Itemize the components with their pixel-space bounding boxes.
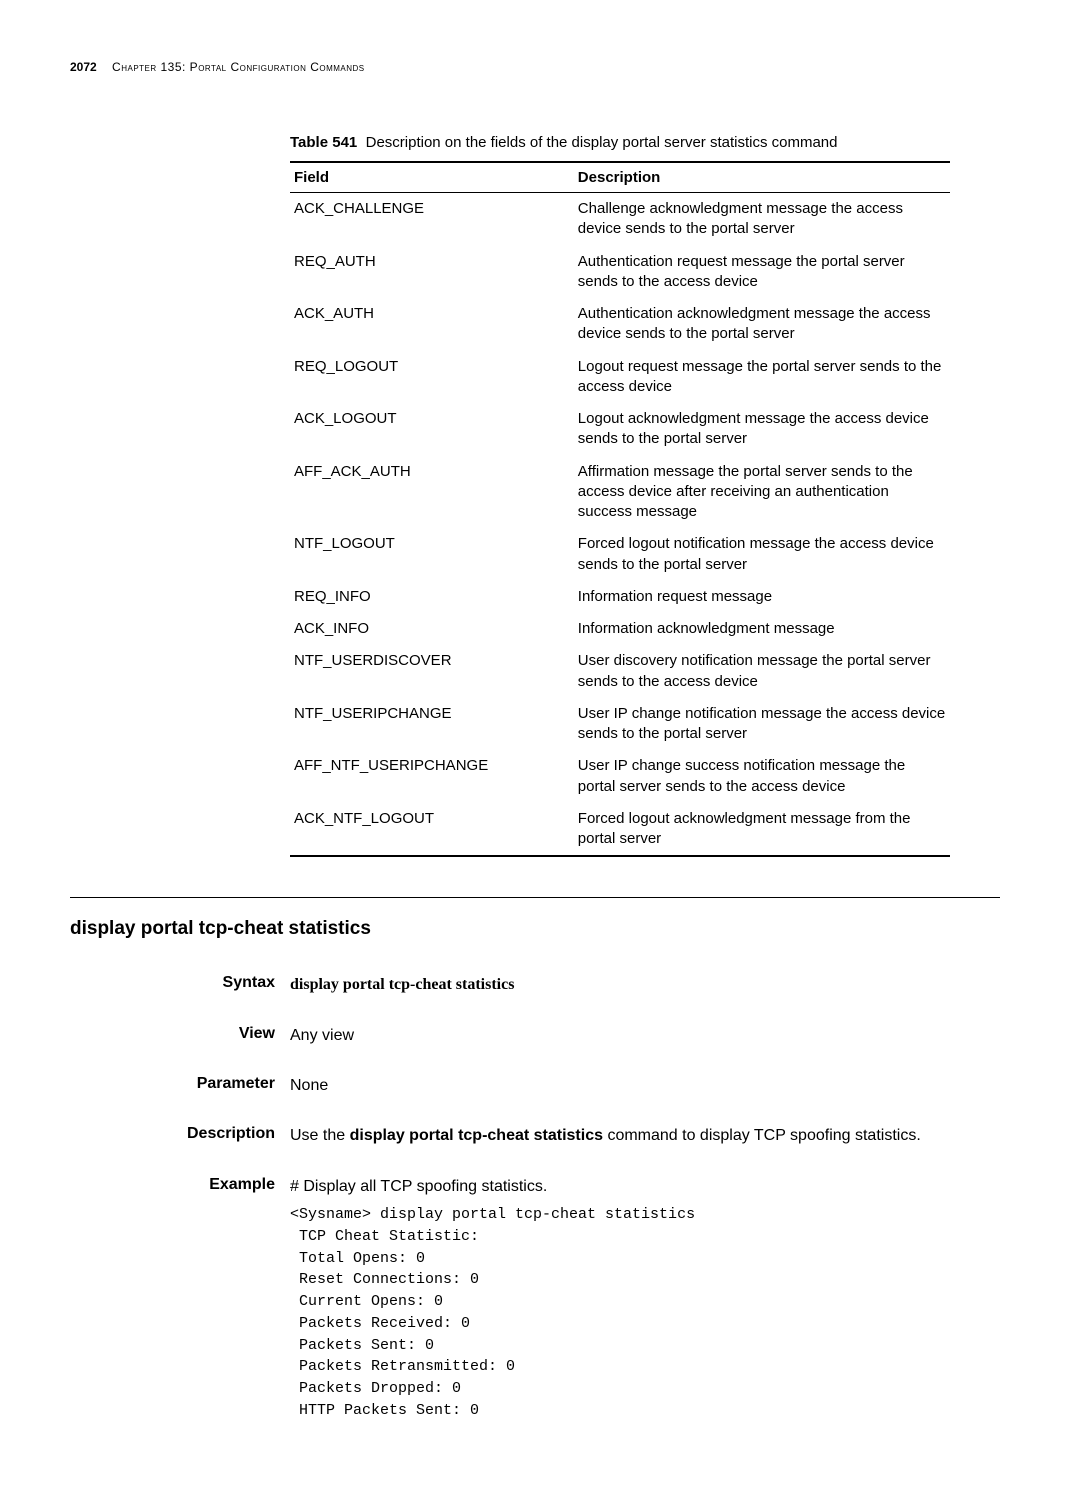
cell-field: REQ_INFO: [290, 581, 574, 613]
section-title: display portal tcp-cheat statistics: [70, 918, 1000, 940]
table-row: AFF_NTF_USERIPCHANGEUser IP change succe…: [290, 750, 950, 803]
table-row: ACK_AUTHAuthentication acknowledgment me…: [290, 298, 950, 351]
syntax-label: Syntax: [70, 974, 290, 996]
cell-desc: Challenge acknowledgment message the acc…: [574, 193, 950, 246]
cell-field: AFF_ACK_AUTH: [290, 456, 574, 529]
cell-desc: Forced logout acknowledgment message fro…: [574, 803, 950, 857]
cell-desc: Logout acknowledgment message the access…: [574, 403, 950, 456]
view-label: View: [70, 1025, 290, 1047]
section-divider: [70, 897, 1000, 898]
table-caption-label: Table 541: [290, 134, 357, 151]
example-label: Example: [70, 1176, 290, 1422]
example-intro: # Display all TCP spoofing statistics.: [290, 1176, 1000, 1198]
page-header: 2072 Chapter 135: Portal Configuration C…: [70, 60, 1000, 74]
cell-field: REQ_LOGOUT: [290, 351, 574, 404]
cell-field: NTF_USERDISCOVER: [290, 645, 574, 698]
table-row: REQ_AUTHAuthentication request message t…: [290, 246, 950, 299]
cell-desc: Information request message: [574, 581, 950, 613]
view-row: View Any view: [70, 1025, 1000, 1047]
cell-desc: User discovery notification message the …: [574, 645, 950, 698]
table-caption-text: Description on the fields of the display…: [366, 134, 838, 151]
cell-field: ACK_INFO: [290, 613, 574, 645]
table-row: ACK_CHALLENGEChallenge acknowledgment me…: [290, 193, 950, 246]
parameter-value: None: [290, 1075, 1000, 1097]
cell-field: ACK_CHALLENGE: [290, 193, 574, 246]
cell-field: NTF_USERIPCHANGE: [290, 698, 574, 751]
chapter-label: Chapter 135: Portal Configuration Comman…: [112, 60, 365, 74]
cell-field: AFF_NTF_USERIPCHANGE: [290, 750, 574, 803]
cell-desc: Authentication acknowledgment message th…: [574, 298, 950, 351]
document-page: 2072 Chapter 135: Portal Configuration C…: [0, 0, 1080, 1510]
cell-field: REQ_AUTH: [290, 246, 574, 299]
table-row: NTF_LOGOUTForced logout notification mes…: [290, 528, 950, 581]
cell-field: ACK_LOGOUT: [290, 403, 574, 456]
cell-desc: User IP change success notification mess…: [574, 750, 950, 803]
syntax-row: Syntax display portal tcp-cheat statisti…: [70, 974, 1000, 996]
parameter-label: Parameter: [70, 1075, 290, 1097]
description-post: command to display TCP spoofing statisti…: [603, 1127, 921, 1144]
example-row: Example # Display all TCP spoofing stati…: [70, 1176, 1000, 1422]
table-row: AFF_ACK_AUTHAffirmation message the port…: [290, 456, 950, 529]
table-row: REQ_INFOInformation request message: [290, 581, 950, 613]
table-row: ACK_NTF_LOGOUTForced logout acknowledgme…: [290, 803, 950, 857]
parameter-row: Parameter None: [70, 1075, 1000, 1097]
page-number: 2072: [70, 60, 97, 74]
table-caption: Table 541 Description on the fields of t…: [290, 134, 1000, 151]
cell-field: ACK_NTF_LOGOUT: [290, 803, 574, 857]
cell-desc: Forced logout notification message the a…: [574, 528, 950, 581]
cell-field: NTF_LOGOUT: [290, 528, 574, 581]
table-header-field: Field: [290, 162, 574, 193]
table-row: ACK_LOGOUTLogout acknowledgment message …: [290, 403, 950, 456]
description-bold: display portal tcp-cheat statistics: [350, 1127, 603, 1144]
description-value: Use the display portal tcp-cheat statist…: [290, 1125, 1000, 1147]
cell-desc: Logout request message the portal server…: [574, 351, 950, 404]
table-row: REQ_LOGOUTLogout request message the por…: [290, 351, 950, 404]
example-code: <Sysname> display portal tcp-cheat stati…: [290, 1204, 1000, 1422]
view-value: Any view: [290, 1025, 1000, 1047]
table-header-description: Description: [574, 162, 950, 193]
cell-desc: User IP change notification message the …: [574, 698, 950, 751]
table-row: NTF_USERIPCHANGEUser IP change notificat…: [290, 698, 950, 751]
description-pre: Use the: [290, 1127, 350, 1144]
cell-desc: Information acknowledgment message: [574, 613, 950, 645]
table-body: ACK_CHALLENGEChallenge acknowledgment me…: [290, 193, 950, 857]
cell-field: ACK_AUTH: [290, 298, 574, 351]
cell-desc: Authentication request message the porta…: [574, 246, 950, 299]
cell-desc: Affirmation message the portal server se…: [574, 456, 950, 529]
example-value: # Display all TCP spoofing statistics. <…: [290, 1176, 1000, 1422]
table-row: ACK_INFOInformation acknowledgment messa…: [290, 613, 950, 645]
description-label: Description: [70, 1125, 290, 1147]
syntax-value: display portal tcp-cheat statistics: [290, 974, 1000, 996]
description-row: Description Use the display portal tcp-c…: [70, 1125, 1000, 1147]
field-description-table: Field Description ACK_CHALLENGEChallenge…: [290, 161, 950, 857]
table-row: NTF_USERDISCOVERUser discovery notificat…: [290, 645, 950, 698]
